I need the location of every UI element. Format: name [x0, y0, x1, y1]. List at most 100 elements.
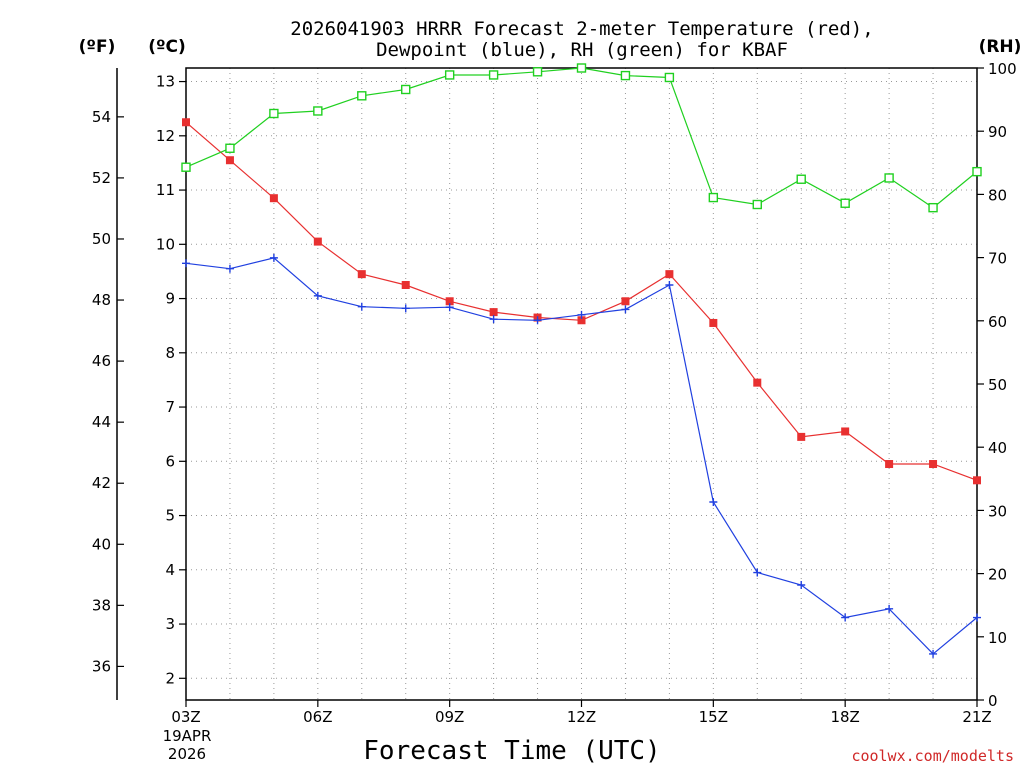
data-point-marker [401, 280, 410, 289]
data-point-marker [488, 70, 499, 80]
x-tick-label: 03Z [171, 708, 200, 726]
data-point-marker [797, 432, 806, 441]
x-start-date-month: 19APR [163, 727, 212, 745]
data-point-marker [401, 304, 410, 313]
x-tick-label: 12Z [567, 708, 596, 726]
rh-tick-label: 10 [988, 629, 1007, 647]
data-point-marker [665, 280, 674, 289]
fahrenheit-tick-label: 38 [92, 596, 111, 614]
rh-tick-label: 70 [988, 250, 1007, 268]
celsius-tick-label: 6 [165, 452, 175, 470]
data-point-marker [885, 460, 894, 469]
x-tick-label: 09Z [435, 708, 464, 726]
fahrenheit-tick-label: 54 [92, 108, 111, 126]
data-point-marker [841, 613, 850, 622]
axes: 2 3 4 5 6 7 8 9 10 11 12 13 36 38 40 42 44 46 48 50 52 54 0 10 2… [92, 60, 1017, 726]
x-start-date-year: 2026 [168, 745, 206, 763]
data-point-marker [181, 162, 191, 172]
rh-tick-label: 0 [988, 692, 998, 710]
data-point-marker [752, 199, 762, 210]
data-point-marker [357, 302, 366, 311]
data-point-marker [489, 315, 498, 324]
data-point-marker [357, 270, 366, 279]
data-point-marker [445, 297, 454, 306]
rh-tick-label: 30 [988, 502, 1007, 520]
data-point-marker [753, 568, 762, 577]
data-point-marker [841, 427, 850, 436]
watermark[interactable]: coolwx.com/modelts [851, 747, 1014, 765]
celsius-tick-label: 4 [165, 561, 175, 579]
data-point-marker [313, 106, 323, 116]
data-point-marker [797, 580, 806, 589]
celsius-tick-label: 11 [156, 181, 175, 199]
data-point-marker [708, 192, 719, 203]
data-point-marker [269, 194, 278, 203]
data-point-marker [973, 476, 981, 485]
data-point-marker [444, 70, 455, 80]
rh-tick-label: 90 [988, 123, 1007, 141]
fahrenheit-tick-label: 48 [92, 291, 111, 309]
x-tick-label: 18Z [830, 708, 859, 726]
x-tick-label: 21Z [962, 708, 991, 726]
celsius-axis-label: (ºC) [148, 37, 186, 57]
fahrenheit-tick-label: 42 [92, 474, 111, 492]
series-line-0 [185, 121, 978, 481]
data-point-marker [709, 318, 718, 327]
data-point-marker [577, 316, 586, 325]
celsius-tick-label: 3 [165, 615, 175, 633]
data-point-marker [621, 305, 630, 314]
celsius-tick-label: 7 [165, 398, 175, 416]
chart-title-line1: 2026041903 HRRR Forecast 2-meter Tempera… [290, 18, 873, 40]
x-tick-label: 06Z [303, 708, 332, 726]
data-point-marker [577, 310, 586, 319]
data-point-marker [401, 84, 411, 95]
data-point-marker [709, 497, 718, 506]
data-point-marker [621, 297, 630, 306]
data-point-marker [929, 460, 938, 469]
data-point-marker [225, 264, 234, 273]
data-point-marker [753, 378, 762, 387]
data-point-marker [840, 198, 850, 208]
data-point-marker [885, 604, 894, 613]
data-point-marker [182, 118, 190, 127]
data-point-marker [533, 316, 542, 325]
data-point-marker [928, 202, 938, 213]
data-point-marker [313, 291, 322, 300]
rh-axis-label: (RH) [979, 37, 1022, 57]
series [181, 63, 982, 658]
data-point-marker [664, 72, 675, 83]
data-point-marker [884, 173, 894, 183]
celsius-tick-label: 13 [156, 73, 175, 91]
data-point-marker [532, 67, 543, 77]
data-point-marker [796, 174, 806, 184]
data-point-marker [929, 649, 938, 658]
data-point-marker [972, 166, 982, 177]
data-point-marker [269, 108, 279, 119]
fahrenheit-tick-label: 46 [92, 352, 111, 370]
data-point-marker [489, 308, 498, 317]
data-point-marker [269, 253, 278, 262]
grid [186, 68, 977, 700]
data-point-marker [973, 613, 981, 622]
celsius-tick-label: 10 [156, 235, 175, 253]
data-point-marker [620, 70, 631, 81]
data-point-marker [445, 303, 454, 312]
data-point-marker [313, 237, 322, 246]
celsius-tick-label: 9 [165, 290, 175, 308]
celsius-tick-label: 2 [165, 669, 175, 687]
data-point-marker [665, 270, 674, 279]
fahrenheit-tick-label: 44 [92, 413, 111, 431]
celsius-tick-label: 8 [165, 344, 175, 362]
fahrenheit-tick-label: 50 [92, 230, 111, 248]
celsius-tick-label: 5 [165, 507, 175, 525]
rh-tick-label: 80 [988, 186, 1007, 204]
data-point-marker [225, 143, 235, 153]
data-point-marker [576, 63, 587, 73]
rh-tick-label: 50 [988, 376, 1007, 394]
data-point-marker [357, 91, 367, 101]
celsius-tick-label: 12 [156, 127, 175, 145]
x-axis-title: Forecast Time (UTC) [363, 736, 660, 766]
rh-tick-label: 60 [988, 313, 1007, 331]
rh-tick-label: 100 [988, 60, 1017, 78]
